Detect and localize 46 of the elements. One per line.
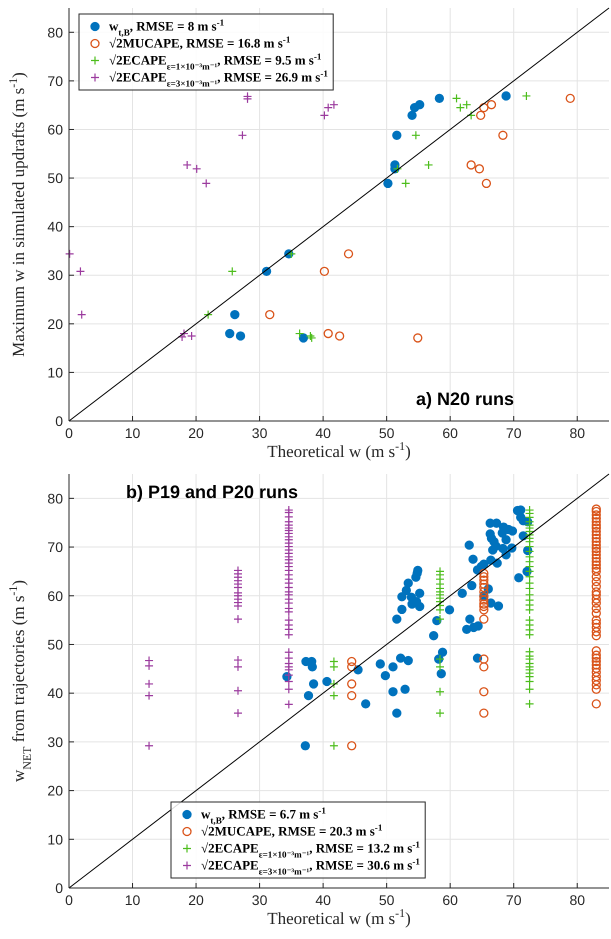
x-tick-label: 30 (252, 892, 268, 908)
y-tick-label: 0 (55, 880, 64, 896)
legend-label: √2ECAPE$_{ε=1×10⁻³m⁻¹}$, RMSE = 13.2 m s$^{-1}$ (201, 840, 420, 860)
y-tick-label: 60 (47, 588, 64, 604)
y-tick-label: 70 (47, 72, 64, 89)
x-axis-title: Theoretical w (m s$^{-1}$) (267, 439, 411, 461)
y-tick-label: 50 (47, 170, 64, 186)
x-tick-label: 10 (124, 425, 141, 441)
x-tick-label: 20 (188, 425, 204, 441)
annotation: b) P19 and P20 runs (126, 482, 298, 502)
x-tick-label: 60 (442, 892, 458, 908)
x-tick-label: 80 (569, 892, 586, 908)
x-tick-label: 50 (378, 425, 395, 441)
y-tick-label: 60 (47, 121, 64, 138)
y-tick-label: 80 (47, 24, 64, 40)
x-tick-label: 0 (65, 425, 74, 441)
annotation: a) N20 runs (416, 389, 514, 409)
y-tick-label: 20 (47, 316, 64, 332)
x-tick-label: 80 (569, 425, 586, 441)
y-tick-label: 10 (47, 831, 64, 848)
x-tick-label: 10 (124, 892, 141, 908)
y-tick-label: 80 (47, 490, 64, 506)
x-tick-label: 70 (506, 425, 522, 441)
legend-label: √2ECAPE$_{ε=3×10⁻³m⁻¹}$, RMSE = 26.9 m s$^{-1}$ (109, 68, 328, 88)
x-tick-label: 30 (252, 425, 268, 441)
x-tick-label: 40 (315, 425, 332, 441)
x-tick-label: 70 (506, 892, 522, 908)
y-tick-label: 70 (47, 539, 64, 556)
x-axis-title: Theoretical w (m s$^{-1}$) (267, 906, 411, 928)
legend-label: w$_{t,B}$, RMSE = 6.7 m s$^{-1}$ (201, 806, 326, 826)
x-tick-label: 40 (315, 892, 332, 908)
legend-label: √2ECAPE$_{ε=3×10⁻³m⁻¹}$, RMSE = 30.6 m s$^{-1}$ (201, 856, 420, 876)
x-tick-label: 60 (442, 425, 458, 441)
y-tick-label: 20 (47, 782, 64, 799)
y-tick-label: 40 (47, 218, 64, 235)
x-tick-label: 20 (188, 892, 204, 908)
y-tick-label: 10 (47, 364, 64, 380)
y-tick-label: 0 (55, 413, 64, 429)
y-tick-label: 30 (47, 267, 64, 284)
x-tick-label: 0 (65, 892, 74, 908)
legend-label: √2ECAPE$_{ε=1×10⁻³m⁻¹}$, RMSE = 9.5 m s$^{-1}$ (109, 52, 322, 72)
x-tick-label: 50 (378, 892, 395, 908)
legend-label: w$_{t,B}$, RMSE = 8 m s$^{-1}$ (109, 18, 225, 38)
y-tick-label: 30 (47, 734, 64, 750)
y-tick-label: 40 (47, 685, 64, 702)
y-tick-label: 50 (47, 636, 64, 652)
